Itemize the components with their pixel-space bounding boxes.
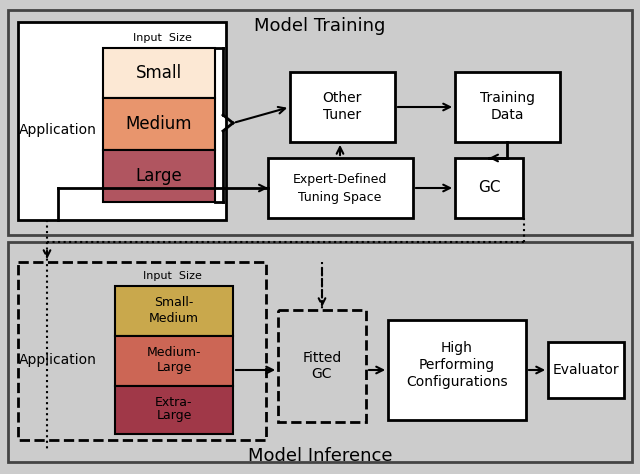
Text: Performing: Performing	[419, 358, 495, 372]
Bar	[388, 320, 526, 420]
Text: Training: Training	[479, 91, 534, 105]
Bar	[455, 72, 560, 142]
Text: Configurations: Configurations	[406, 375, 508, 389]
Text: Other: Other	[323, 91, 362, 105]
Text: Application: Application	[19, 123, 97, 137]
Text: GC: GC	[312, 367, 332, 381]
Text: Input  Size: Input Size	[143, 271, 202, 281]
Bar	[115, 336, 233, 386]
Bar	[548, 342, 624, 398]
Bar	[18, 262, 266, 440]
Bar	[115, 386, 233, 434]
Text: Small-: Small-	[154, 297, 194, 310]
Text: Input  Size: Input Size	[132, 33, 191, 43]
Bar	[103, 150, 215, 202]
Text: Expert-Defined: Expert-Defined	[293, 173, 387, 185]
Text: Medium: Medium	[149, 311, 199, 325]
Bar	[268, 158, 413, 218]
Bar	[455, 158, 523, 218]
Text: Evaluator: Evaluator	[553, 363, 620, 377]
Bar	[103, 98, 215, 150]
Text: Extra-: Extra-	[156, 396, 193, 410]
Text: Application: Application	[19, 353, 97, 367]
Text: Data: Data	[490, 108, 524, 122]
Text: Medium-: Medium-	[147, 346, 201, 359]
Text: Model Training: Model Training	[254, 17, 386, 35]
Text: Large: Large	[136, 167, 182, 185]
Text: Model Inference: Model Inference	[248, 447, 392, 465]
Bar	[8, 242, 632, 462]
Bar	[18, 22, 226, 220]
Text: Tuner: Tuner	[323, 108, 361, 122]
Text: GC: GC	[477, 181, 500, 195]
Text: High: High	[441, 341, 473, 355]
Text: Large: Large	[156, 410, 192, 422]
Text: Large: Large	[156, 362, 192, 374]
Text: Fitted: Fitted	[302, 351, 342, 365]
Bar	[8, 10, 632, 235]
Bar	[278, 310, 366, 422]
Bar	[290, 72, 395, 142]
Bar	[115, 286, 233, 336]
Text: Medium: Medium	[125, 115, 192, 133]
Text: Small: Small	[136, 64, 182, 82]
Text: Tuning Space: Tuning Space	[298, 191, 381, 204]
Bar	[103, 48, 215, 98]
